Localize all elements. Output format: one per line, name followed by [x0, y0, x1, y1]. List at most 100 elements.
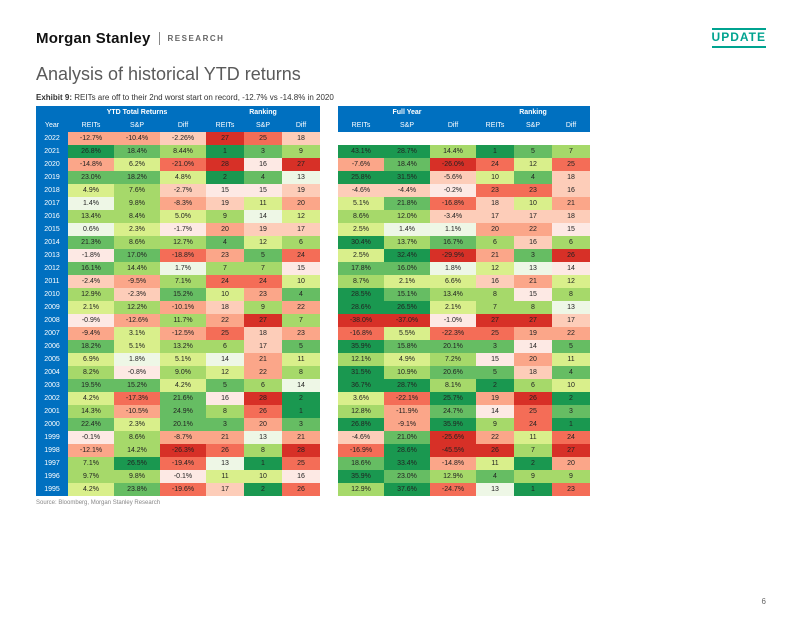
- cell-v3: -21.0%: [160, 158, 206, 171]
- cell-v2: 23.0%: [384, 470, 430, 483]
- table-row: 20171.4%9.8%-8.3%191120: [36, 197, 320, 210]
- cell-v3: -10.1%: [160, 301, 206, 314]
- cell-r2: 4: [244, 171, 282, 184]
- cell-v2: -9.5%: [114, 275, 160, 288]
- cell-r1: 7: [476, 301, 514, 314]
- cell-r3: 14: [282, 379, 320, 392]
- cell-v3: 14.4%: [430, 145, 476, 158]
- cell-r1: 18: [476, 197, 514, 210]
- cell-r2: 14: [514, 340, 552, 353]
- cell-year: 2014: [36, 236, 68, 249]
- cell-r1: 16: [206, 392, 244, 405]
- cell-v2: -10.5%: [114, 405, 160, 418]
- cell-r3: 3: [282, 418, 320, 431]
- cell-r3: 13: [282, 171, 320, 184]
- col-l-1: S&P: [114, 119, 160, 132]
- cell-v3: -24.7%: [430, 483, 476, 496]
- cell-r3: 18: [282, 132, 320, 145]
- cell-r1: 19: [476, 392, 514, 405]
- cell-r2: 17: [514, 210, 552, 223]
- table-row: 200319.5%15.2%4.2%5614: [36, 379, 320, 392]
- cell-v1: -12.1%: [68, 444, 114, 457]
- cell-r2: 1: [244, 457, 282, 470]
- cell-r3: 18: [552, 171, 590, 184]
- cell-v1: 4.9%: [68, 184, 114, 197]
- cell-r1: 13: [476, 483, 514, 496]
- cell-v1: 36.7%: [338, 379, 384, 392]
- cell-r1: 23: [476, 184, 514, 197]
- cell-r1: 22: [476, 431, 514, 444]
- table-row: 8.6%12.0%-3.4%171718: [338, 210, 590, 223]
- cell-v1: 26.8%: [338, 418, 384, 431]
- cell-year: 2012: [36, 262, 68, 275]
- cell-v2: 13.7%: [384, 236, 430, 249]
- cell-v1: 18.6%: [338, 457, 384, 470]
- brand-sub: RESEARCH: [168, 34, 225, 43]
- cell-r3: 16: [552, 184, 590, 197]
- cell-v2: 21.8%: [384, 197, 430, 210]
- cell-r3: 8: [282, 366, 320, 379]
- cell-v3: -22.3%: [430, 327, 476, 340]
- cell-r1: 9: [206, 210, 244, 223]
- cell-year: 2011: [36, 275, 68, 288]
- cell-r3: 4: [282, 288, 320, 301]
- cell-r2: 23: [244, 288, 282, 301]
- cell-v2: 17.0%: [114, 249, 160, 262]
- cell-v3: 35.9%: [430, 418, 476, 431]
- cell-r1: 2: [206, 171, 244, 184]
- cell-v1: 8.6%: [338, 210, 384, 223]
- cell-r3: 28: [282, 444, 320, 457]
- cell-r1: 14: [206, 353, 244, 366]
- cell-v1: 8.2%: [68, 366, 114, 379]
- table-row: 36.7%28.7%8.1%2610: [338, 379, 590, 392]
- cell-r1: 3: [206, 418, 244, 431]
- fullyear-table: Full YearRankingREITsS&PDiffREITsS&PDiff…: [338, 106, 590, 496]
- table-row: 3.6%-22.1%25.7%19262: [338, 392, 590, 405]
- cell-v3: -29.9%: [430, 249, 476, 262]
- cell-v3: 13.2%: [160, 340, 206, 353]
- tables-container: YTD Total ReturnsRankingYearREITsS&PDiff…: [36, 106, 766, 496]
- cell-r2: 21: [244, 353, 282, 366]
- table-row: 12.1%4.9%7.2%152011: [338, 353, 590, 366]
- col-r-0: REITs: [338, 119, 384, 132]
- exhibit-caption: Exhibit 9: REITs are off to their 2nd wo…: [36, 93, 766, 102]
- cell-r3: 13: [552, 301, 590, 314]
- cell-r1: 20: [476, 223, 514, 236]
- cell-v2: 8.6%: [114, 236, 160, 249]
- table-row: 2013-1.8%17.0%-18.8%23524: [36, 249, 320, 262]
- table-row: 17.8%16.0%1.8%121314: [338, 262, 590, 275]
- cell-v1: -14.8%: [68, 158, 114, 171]
- cell-v2: 2.3%: [114, 418, 160, 431]
- cell-v3: -8.3%: [160, 197, 206, 210]
- cell-v3: 1.7%: [160, 262, 206, 275]
- cell-v2: 9.8%: [114, 470, 160, 483]
- cell-r1: 17: [206, 483, 244, 496]
- cell-year: 2013: [36, 249, 68, 262]
- table-row: 19954.2%23.8%-19.6%17226: [36, 483, 320, 496]
- cell-r1: 13: [206, 457, 244, 470]
- cell-r1: 5: [476, 366, 514, 379]
- cell-v1: 22.4%: [68, 418, 114, 431]
- cell-v2: 2.1%: [384, 275, 430, 288]
- cell-r3: 4: [552, 366, 590, 379]
- brand-divider: [159, 32, 160, 45]
- cell-v2: 3.1%: [114, 327, 160, 340]
- page-title: Analysis of historical YTD returns: [36, 64, 766, 85]
- cell-v1: 26.8%: [68, 145, 114, 158]
- cell-v1: -4.6%: [338, 431, 384, 444]
- cell-v2: 7.6%: [114, 184, 160, 197]
- cell-v2: 28.7%: [384, 379, 430, 392]
- cell-r1: 22: [206, 314, 244, 327]
- brand-block: Morgan Stanley RESEARCH: [36, 30, 224, 47]
- cell-v1: 9.7%: [68, 470, 114, 483]
- cell-r1: 10: [206, 288, 244, 301]
- cell-r2: 15: [244, 184, 282, 197]
- cell-r2: 1: [514, 483, 552, 496]
- cell-v3: 15.2%: [160, 288, 206, 301]
- cell-v3: 6.6%: [430, 275, 476, 288]
- cell-r3: 20: [552, 457, 590, 470]
- cell-r1: 21: [476, 249, 514, 262]
- cell-year: 2006: [36, 340, 68, 353]
- table-row: 28.5%15.1%13.4%8158: [338, 288, 590, 301]
- group-rank-left: Ranking: [206, 106, 320, 119]
